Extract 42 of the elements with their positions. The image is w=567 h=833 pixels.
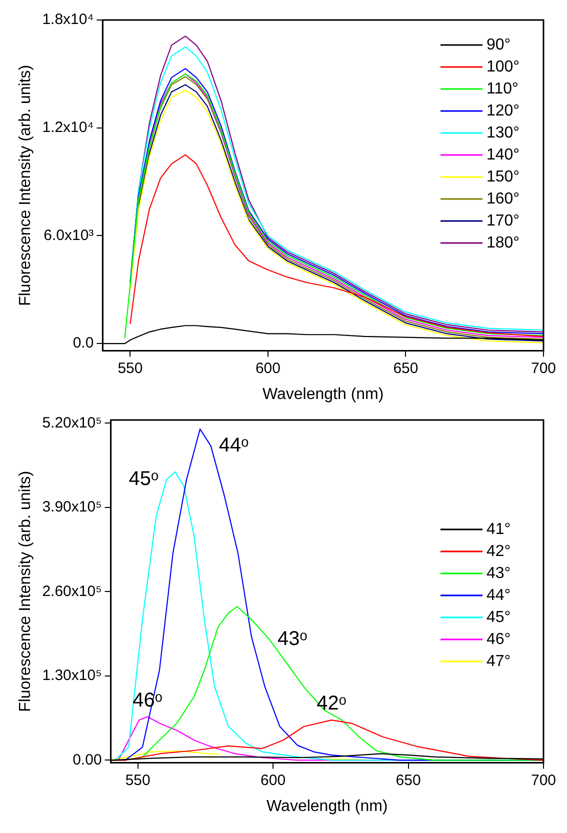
legend-label: 170° bbox=[486, 212, 520, 230]
y-tick-label: 5.20x10⁵ bbox=[42, 414, 102, 432]
legend-label: 43° bbox=[486, 564, 511, 582]
y-tick-label: 3.90x10⁵ bbox=[42, 498, 102, 516]
legend-label: 180° bbox=[486, 234, 520, 252]
legend-label: 140° bbox=[486, 146, 520, 164]
legend-label: 41° bbox=[486, 520, 511, 538]
x-axis-title: Wavelength (nm) bbox=[262, 386, 384, 403]
legend-label: 42° bbox=[486, 542, 511, 560]
legend-label: 120° bbox=[486, 102, 520, 120]
y-tick-label: 1.8x10⁴ bbox=[42, 11, 94, 28]
y-tick-label: 1.30x10⁵ bbox=[42, 667, 102, 684]
y-axis-title: Fluorescence Intensity (arb. units) bbox=[17, 64, 34, 306]
x-tick-label: 550 bbox=[118, 360, 143, 377]
legend-label: 46° bbox=[486, 630, 511, 648]
y-tick-label: 6.0x10³ bbox=[44, 226, 94, 244]
y-tick-label: 0.00 bbox=[72, 751, 102, 768]
legend-label: 150° bbox=[486, 168, 520, 186]
legend-label: 47° bbox=[486, 652, 511, 670]
x-tick-label: 600 bbox=[255, 360, 280, 377]
x-tick-label: 550 bbox=[125, 772, 150, 789]
legend-label: 90° bbox=[486, 36, 511, 54]
legend-label: 100° bbox=[486, 58, 520, 76]
legend-label: 45° bbox=[486, 608, 511, 626]
x-axis-title: Wavelength (nm) bbox=[266, 798, 388, 815]
legend-label: 110° bbox=[486, 80, 518, 98]
legend-label: 44° bbox=[486, 586, 511, 604]
y-tick-label: 1.2x10⁴ bbox=[42, 119, 94, 136]
annotation: 43ᵒ bbox=[278, 628, 308, 650]
x-tick-label: 700 bbox=[530, 772, 556, 789]
annotation: 42ᵒ bbox=[316, 692, 346, 715]
legend-label: 130° bbox=[486, 124, 520, 142]
x-tick-label: 700 bbox=[530, 360, 556, 377]
y-axis-title: Fluorescence Intensity (arb. units) bbox=[17, 470, 34, 712]
y-tick-label: 2.60x10⁵ bbox=[42, 582, 102, 600]
legend-label: 160° bbox=[486, 190, 520, 208]
y-tick-label: 0.0 bbox=[72, 334, 94, 352]
x-tick-label: 600 bbox=[260, 772, 286, 789]
annotation: 44ᵒ bbox=[218, 434, 249, 456]
x-tick-label: 650 bbox=[393, 360, 418, 377]
x-tick-label: 650 bbox=[396, 772, 421, 789]
annotation: 45ᵒ bbox=[128, 468, 159, 490]
